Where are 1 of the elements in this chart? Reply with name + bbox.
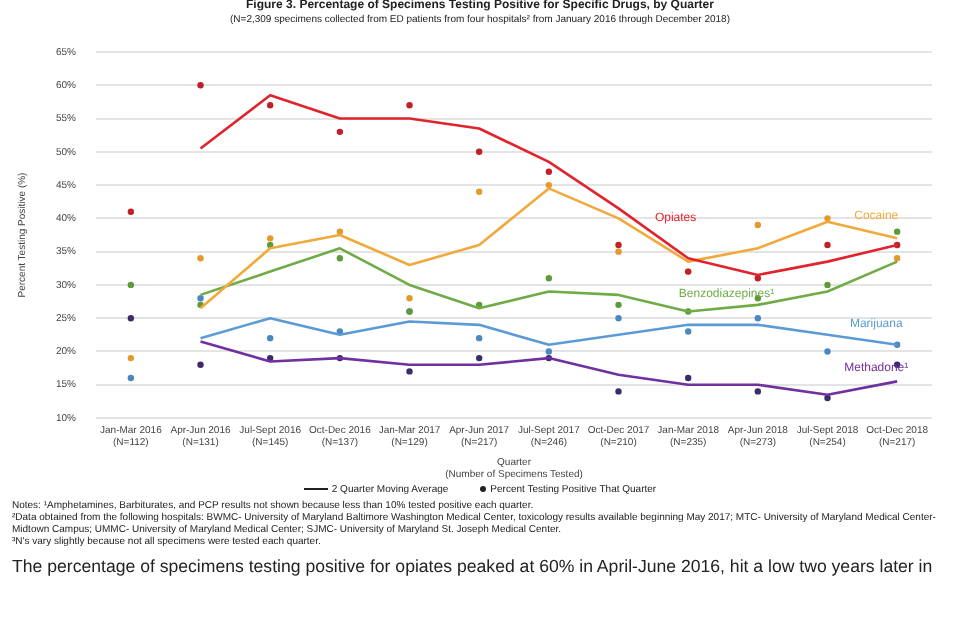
text: The percentage of specimens testing positive for opiates peaked at 60% in April-June 2016, hit a low two years later in xyxy=(10,554,935,576)
